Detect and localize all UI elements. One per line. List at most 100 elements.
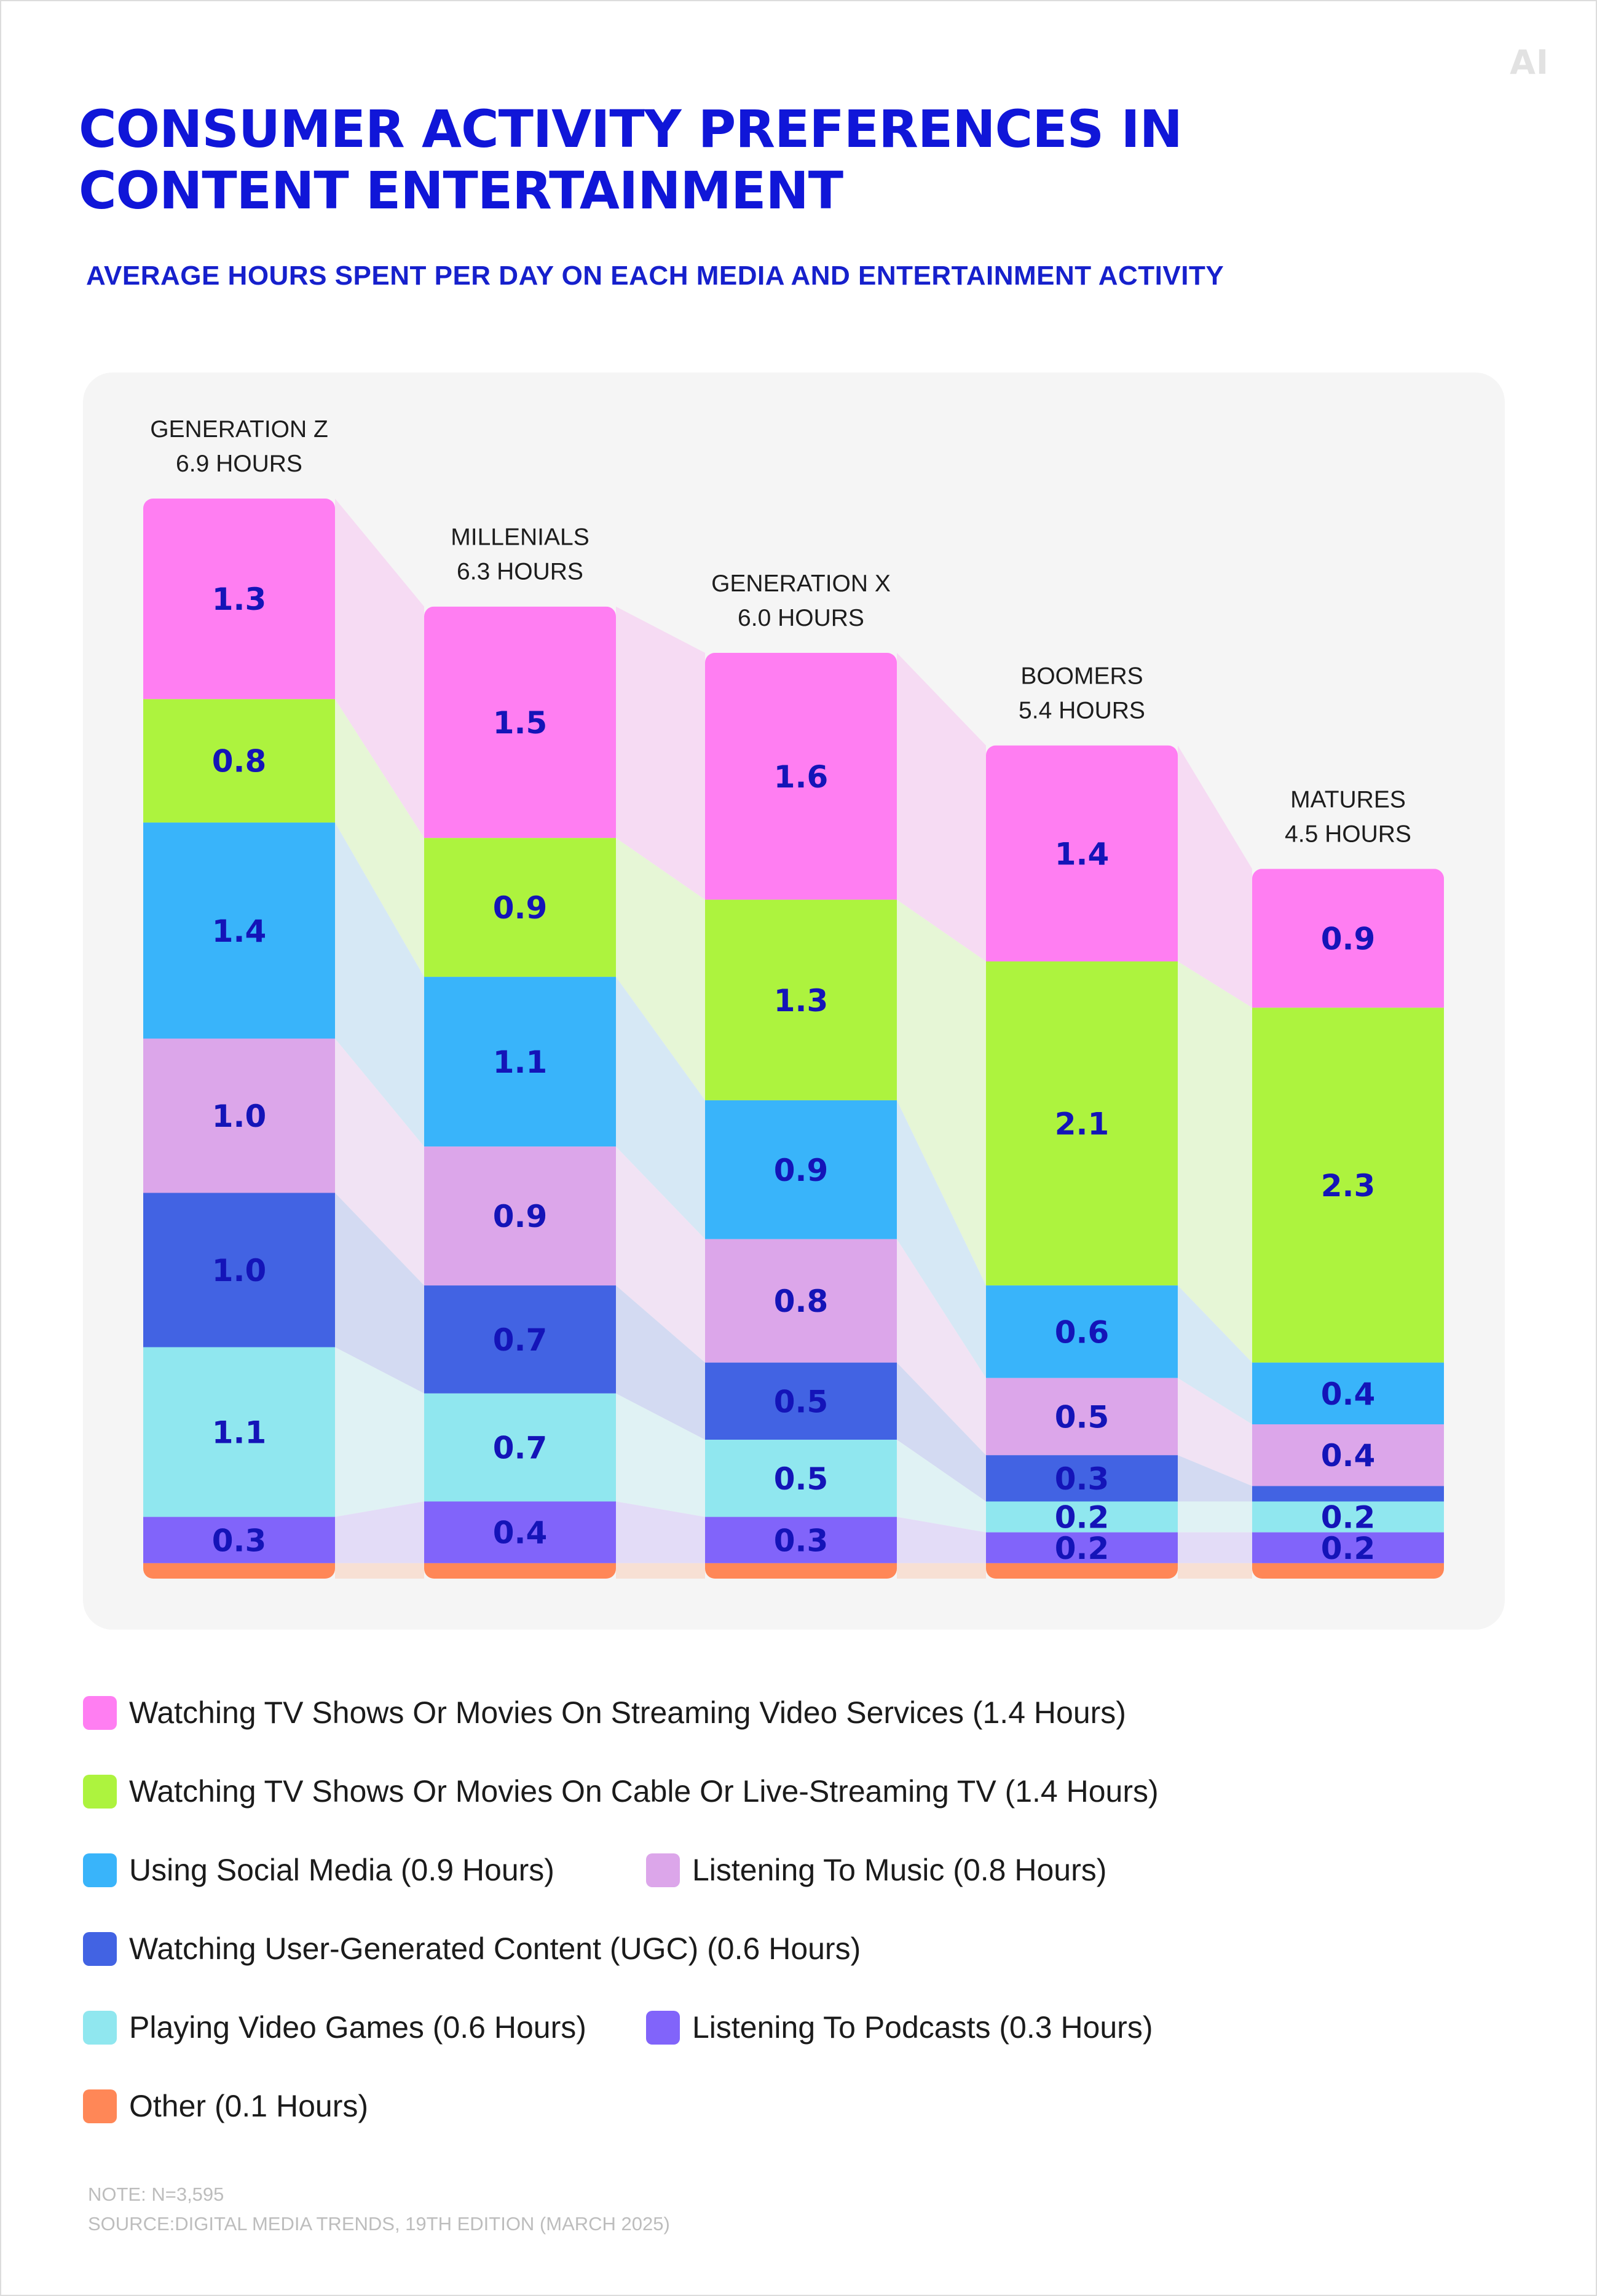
bar-segment-listening-to-podcasts [1252, 1532, 1444, 1563]
data-label: 0.7 [493, 1322, 548, 1358]
connector-band-watching-tv-shows-or-movies-on-cable-or-live-streaming-tv [1178, 961, 1252, 1363]
data-label: 0.9 [493, 1199, 548, 1234]
bar-segment-watching-tv-shows-or-movies-on-cable-or-live-streaming-tv [1252, 1008, 1444, 1363]
data-label: 1.5 [493, 705, 548, 741]
legend-item-cable-tv: Watching TV Shows Or Movies On Cable Or … [83, 1773, 1159, 1809]
bar-segment-using-social-media [986, 1285, 1178, 1378]
category-total-label: 5.4 HOURS [1019, 698, 1145, 724]
bar-stack-matures [1252, 869, 1444, 1579]
category-label: GENERATION X [711, 570, 891, 597]
legend-label: Listening To Podcasts (0.3 Hours) [692, 2010, 1153, 2045]
data-label: 1.0 [212, 1253, 267, 1288]
legend-label: Playing Video Games (0.6 Hours) [129, 2010, 586, 2045]
connector-band-other [897, 1563, 986, 1579]
chart-footnote: NOTE: N=3,595 SOURCE:DIGITAL MEDIA TREND… [88, 2180, 670, 2239]
bar-segment-other [424, 1563, 616, 1579]
data-label: 1.4 [1055, 836, 1110, 872]
connector-band-listening-to-podcasts [616, 1501, 705, 1563]
data-label: 1.6 [774, 759, 829, 795]
bar-segment-using-social-media [424, 977, 616, 1147]
data-label: 0.5 [1055, 1399, 1110, 1435]
legend-swatch [646, 1853, 680, 1887]
legend-swatch [83, 1853, 117, 1887]
connector-band-listening-to-music [897, 1239, 986, 1456]
data-label: 0.3 [212, 1523, 267, 1558]
bar-segment-playing-video-games [143, 1347, 335, 1517]
data-label: 0.5 [774, 1461, 829, 1497]
connector-band-watching-user-generated-content-ugc [1178, 1455, 1252, 1502]
legend-item-streaming-video: Watching TV Shows Or Movies On Streaming… [83, 1695, 1126, 1730]
data-label: 0.6 [1055, 1314, 1110, 1350]
category-label: BOOMERS [1020, 663, 1143, 690]
connector-band-watching-tv-shows-or-movies-on-streaming-video-services [335, 499, 424, 838]
chart-title: CONSUMER ACTIVITY PREFERENCES IN CONTENT… [79, 99, 1183, 221]
legend-swatch [83, 1774, 117, 1809]
data-label: 0.2 [1055, 1500, 1110, 1536]
bar-segment-playing-video-games [1252, 1501, 1444, 1533]
legend-label: Watching TV Shows Or Movies On Cable Or … [129, 1774, 1159, 1809]
connector-band-watching-tv-shows-or-movies-on-streaming-video-services [1178, 745, 1252, 1008]
connector-band-using-social-media [616, 977, 705, 1239]
data-label: 0.3 [1055, 1461, 1110, 1497]
data-label: 0.4 [1321, 1438, 1376, 1473]
bar-segment-other [986, 1563, 1178, 1579]
bar-segment-listening-to-music [1252, 1424, 1444, 1486]
bar-segment-watching-user-generated-content-ugc [424, 1285, 616, 1394]
data-label: 0.4 [493, 1515, 548, 1551]
legend-label: Watching User-Generated Content (UGC) (0… [129, 1931, 861, 1966]
connector-band-watching-tv-shows-or-movies-on-cable-or-live-streaming-tv [616, 838, 705, 1100]
connector-band-using-social-media [1178, 1285, 1252, 1424]
legend-swatch [83, 1695, 117, 1730]
category-label: GENERATION Z [150, 416, 328, 443]
bar-segment-using-social-media [1252, 1362, 1444, 1424]
bar-stack-generation-z [143, 499, 335, 1579]
bar-segment-watching-user-generated-content-ugc [1252, 1486, 1444, 1502]
data-label: 0.2 [1055, 1531, 1110, 1566]
connector-band-listening-to-music [335, 1038, 424, 1286]
bar-segment-listening-to-podcasts [705, 1517, 897, 1563]
connector-bands [335, 499, 1252, 1579]
bar-stack-boomers [986, 745, 1178, 1579]
bar-stack-generation-x [705, 653, 897, 1579]
bar-segment-using-social-media [143, 823, 335, 1039]
data-label: 0.3 [774, 1523, 829, 1558]
legend-swatch [646, 2010, 680, 2045]
data-label: 0.5 [774, 1384, 829, 1419]
data-label: 1.0 [212, 1099, 267, 1134]
legend-label: Watching TV Shows Or Movies On Streaming… [129, 1695, 1126, 1730]
connector-band-playing-video-games [616, 1393, 705, 1517]
connector-band-listening-to-podcasts [897, 1517, 986, 1563]
category-total-label: 4.5 HOURS [1285, 821, 1411, 847]
bar-segment-playing-video-games [705, 1440, 897, 1517]
bar-segment-watching-user-generated-content-ugc [986, 1455, 1178, 1502]
connector-band-watching-tv-shows-or-movies-on-streaming-video-services [616, 606, 705, 900]
bar-segment-listening-to-podcasts [424, 1501, 616, 1563]
legend-item-social-media: Using Social Media (0.9 Hours) [83, 1852, 554, 1888]
bar-segment-watching-user-generated-content-ugc [143, 1193, 335, 1347]
data-label: 0.8 [212, 744, 267, 779]
legend-item-podcasts: Listening To Podcasts (0.3 Hours) [646, 2010, 1153, 2045]
bar-segment-listening-to-music [424, 1146, 616, 1286]
data-label: 1.1 [493, 1044, 548, 1080]
bar-segment-other [705, 1563, 897, 1579]
connector-band-listening-to-music [1178, 1378, 1252, 1486]
connector-band-playing-video-games [335, 1347, 424, 1517]
bar-segment-watching-tv-shows-or-movies-on-cable-or-live-streaming-tv [986, 961, 1178, 1286]
brand-logo: AI [1510, 43, 1549, 82]
data-label: 0.7 [493, 1430, 548, 1466]
connector-band-listening-to-music [616, 1146, 705, 1363]
legend-label: Using Social Media (0.9 Hours) [129, 1853, 554, 1887]
data-label: 1.1 [212, 1415, 267, 1451]
bar-segment-watching-tv-shows-or-movies-on-streaming-video-services [143, 499, 335, 700]
connector-band-listening-to-podcasts [1178, 1532, 1252, 1563]
bar-segment-watching-tv-shows-or-movies-on-cable-or-live-streaming-tv [424, 838, 616, 977]
category-label: MILLENIALS [451, 524, 589, 551]
category-total-label: 6.0 HOURS [738, 605, 864, 631]
connector-band-listening-to-podcasts [335, 1501, 424, 1563]
bar-segment-other [1252, 1563, 1444, 1579]
connector-band-watching-tv-shows-or-movies-on-cable-or-live-streaming-tv [897, 899, 986, 1286]
connector-band-other [1178, 1563, 1252, 1579]
category-label: MATURES [1290, 786, 1406, 813]
connector-band-watching-tv-shows-or-movies-on-streaming-video-services [897, 653, 986, 961]
